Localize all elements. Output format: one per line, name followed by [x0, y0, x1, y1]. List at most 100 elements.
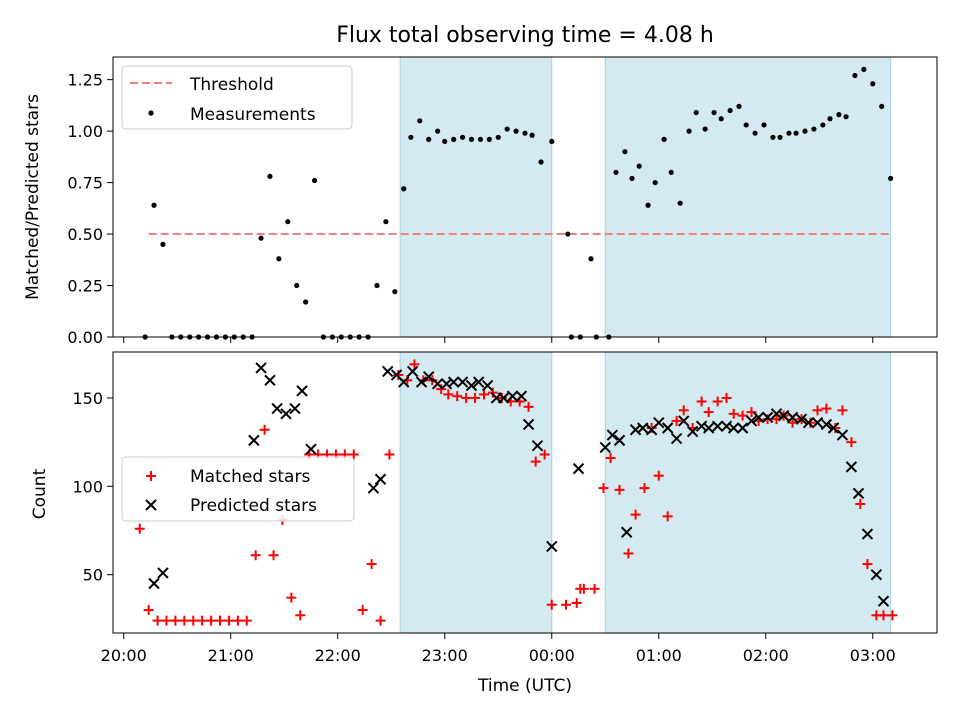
shaded-interval — [399, 56, 553, 338]
y-tick-label: 0.25 — [67, 277, 103, 296]
matched-star-point — [662, 511, 673, 522]
matched-star-point — [539, 449, 550, 460]
matched-star-point — [402, 375, 413, 386]
measurement-point — [870, 81, 876, 87]
matched-star-point — [366, 559, 377, 570]
cross-b — [820, 418, 833, 431]
cross-b — [861, 528, 874, 540]
matched-star-point — [623, 548, 634, 559]
matched-star-point — [409, 359, 420, 370]
x-tick-label: 01:00 — [636, 646, 682, 665]
cross-b — [381, 365, 394, 378]
predicted-star-point — [845, 461, 858, 473]
matched-star-point — [762, 414, 773, 425]
top-axes-frame — [112, 56, 938, 338]
matched-star-point — [286, 592, 297, 603]
cross-b — [367, 482, 380, 494]
matched-star-point — [862, 559, 873, 570]
cross-b — [305, 443, 317, 455]
predicted-star-point — [271, 402, 283, 415]
matched-star-point — [259, 424, 270, 435]
cross-b — [398, 376, 410, 388]
bottom-panel: 50 100 150 20:00 21:00 22:00 23:00 00:00 01:00 0… — [30, 351, 938, 696]
matched-star-point — [812, 405, 823, 416]
cross-b — [447, 376, 460, 388]
predicted-star-point — [305, 443, 317, 455]
cross-b — [522, 418, 535, 431]
predicted-star-point — [827, 422, 840, 434]
cross-b — [761, 411, 774, 424]
predicted-star-point — [481, 379, 494, 392]
measurement-point — [711, 109, 717, 116]
measurement-point — [836, 112, 842, 118]
x-tick-label: 02:00 — [743, 646, 789, 665]
predicted-star-point — [248, 434, 260, 447]
top-y-axis-label: Matched/Predicted stars — [23, 94, 43, 300]
measurement-point — [852, 72, 858, 79]
matched-star-point — [215, 615, 226, 626]
predicted-star-point — [572, 462, 585, 475]
cross-b — [795, 413, 808, 425]
y-tick-label: 1.25 — [67, 71, 103, 90]
matched-star-point — [614, 484, 625, 495]
measurement-point — [861, 66, 867, 72]
matched-star-point — [375, 615, 386, 626]
cross-b — [613, 434, 626, 447]
measurement-point — [401, 186, 407, 192]
matched-star-point — [712, 396, 723, 407]
cross-b — [546, 540, 558, 553]
measurement-point — [645, 202, 651, 208]
matched-star-point — [546, 599, 557, 610]
matched-star-point — [887, 610, 898, 621]
measurement-point — [451, 136, 457, 142]
measurement-point — [736, 103, 742, 110]
measurement-point — [538, 159, 544, 165]
matched-star-point — [250, 550, 261, 561]
measurement-point — [529, 132, 535, 138]
cross-b — [296, 385, 308, 397]
predicted-star-point — [620, 526, 633, 538]
predicted-star-point — [795, 413, 808, 425]
matched-star-point — [846, 437, 857, 448]
matched-star-point — [728, 408, 739, 419]
matched-star-point — [357, 605, 368, 616]
measurement-point — [504, 126, 510, 132]
matched-star-point — [161, 615, 172, 626]
predicted-star-point — [406, 365, 419, 378]
cross-b — [777, 409, 790, 422]
top-y-ticks: 0.00 0.25 0.50 0.75 1.00 1.25 — [67, 71, 113, 347]
cross-b — [497, 392, 510, 404]
matched-star-point — [496, 392, 507, 403]
measurement-point — [495, 134, 501, 140]
matched-star-point — [478, 389, 489, 400]
predicted-star-point — [786, 411, 799, 424]
bottom-y-axis-label: Count — [30, 468, 50, 519]
predicted-star-point — [606, 429, 619, 441]
measurement-point — [661, 136, 667, 142]
cross-b — [440, 378, 453, 390]
x-tick-label: 20:00 — [101, 646, 147, 665]
matched-star-point — [671, 415, 682, 426]
measurement-point — [702, 126, 708, 132]
measurement-point — [383, 219, 389, 225]
predicted-star-point — [148, 577, 160, 590]
cross-b — [431, 378, 444, 390]
matched-star-point — [348, 449, 359, 460]
measurement-point — [636, 163, 642, 169]
matched-star-point — [678, 405, 689, 416]
predicted-star-point — [811, 416, 824, 429]
predicted-star-point — [289, 402, 301, 415]
predicted-star-point — [255, 362, 267, 374]
measurement-point — [258, 235, 264, 241]
bottom-axes-frame — [112, 351, 938, 634]
matched-star-point — [436, 384, 447, 395]
cross-b — [406, 365, 419, 378]
predicted-star-point — [670, 432, 683, 445]
measurement-point — [468, 136, 475, 142]
predicted-star-point — [398, 376, 410, 388]
predicted-star-point — [777, 409, 790, 422]
predicted-star-point — [472, 376, 485, 388]
cross-b — [827, 422, 840, 434]
measurement-point — [435, 128, 441, 134]
cross-b — [670, 432, 683, 445]
